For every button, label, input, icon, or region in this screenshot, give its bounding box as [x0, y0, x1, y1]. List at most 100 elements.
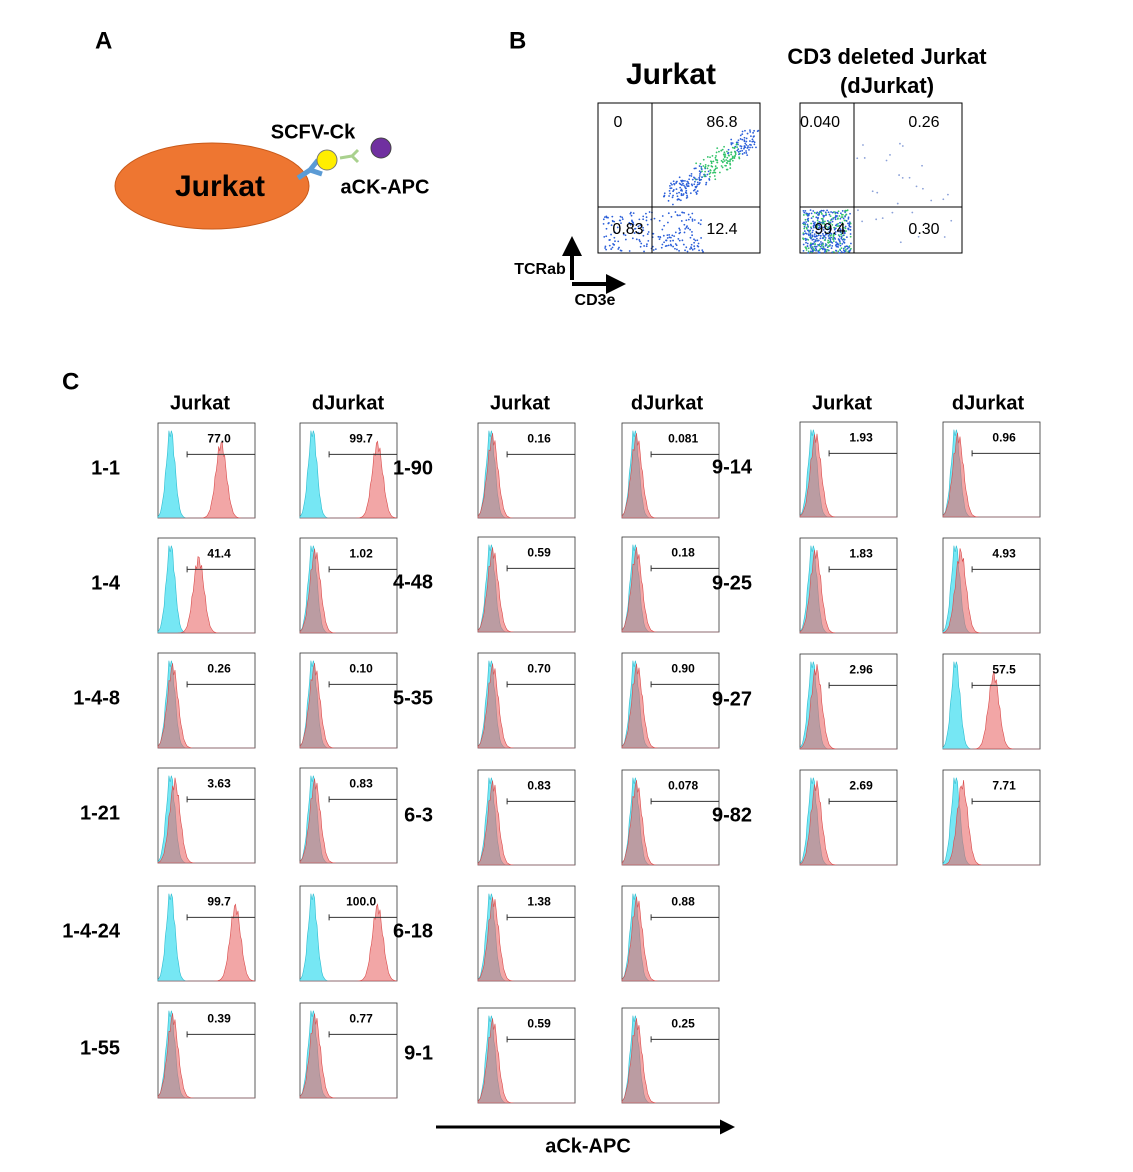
- gate-value: 2.96: [849, 663, 873, 677]
- event-dot: [709, 156, 711, 159]
- event-dot: [675, 182, 677, 185]
- event-dot: [674, 211, 677, 213]
- red-histogram: [157, 777, 255, 864]
- event-dot: [711, 165, 714, 168]
- red-histogram: [299, 663, 397, 749]
- clone-label: 1-55: [80, 1037, 120, 1059]
- gate-value: 99.7: [207, 895, 231, 909]
- event-dot: [930, 199, 933, 202]
- red-histogram: [621, 780, 719, 866]
- clone-label: 1-4: [91, 572, 121, 594]
- event-dot: [840, 216, 843, 219]
- red-histogram: [621, 433, 719, 519]
- event-dot: [621, 216, 624, 219]
- event-dot: [838, 235, 841, 238]
- gate-value: 0.88: [671, 895, 695, 909]
- event-dot: [810, 212, 813, 215]
- y-axis-label: TCRab: [514, 261, 566, 278]
- event-dot: [694, 177, 696, 180]
- event-dot: [607, 216, 609, 219]
- event-dot: [691, 184, 694, 187]
- event-dot: [809, 242, 812, 245]
- event-dot: [838, 238, 841, 241]
- event-dot: [743, 151, 746, 154]
- event-dot: [692, 189, 695, 192]
- event-dot: [637, 225, 640, 228]
- event-dot: [678, 176, 681, 179]
- event-dot: [806, 218, 809, 221]
- red-histogram: [799, 780, 897, 866]
- event-dot: [815, 237, 818, 240]
- event-dot: [685, 183, 688, 186]
- event-dot: [691, 231, 693, 233]
- event-dot: [679, 186, 682, 189]
- red-histogram: [799, 433, 897, 518]
- x-axis-label: CD3e: [575, 292, 616, 309]
- event-dot: [683, 231, 686, 234]
- event-dot: [743, 136, 746, 139]
- event-dot: [680, 220, 683, 222]
- red-histogram: [942, 548, 1040, 634]
- event-dot: [727, 152, 729, 155]
- event-dot: [669, 236, 672, 239]
- event-dot: [813, 235, 816, 238]
- event-dot: [834, 231, 837, 233]
- event-dot: [721, 148, 724, 151]
- event-dot: [660, 246, 663, 249]
- quadrant-value: 0.26: [908, 114, 939, 131]
- event-dot: [731, 159, 734, 162]
- event-dot: [745, 152, 748, 154]
- event-dot: [822, 209, 825, 212]
- event-dot: [672, 190, 674, 193]
- clone-label: 4-48: [393, 571, 433, 593]
- event-dot: [698, 170, 701, 173]
- event-dot: [646, 223, 649, 226]
- event-dot: [745, 140, 748, 143]
- event-dot: [921, 164, 923, 167]
- event-dot: [847, 216, 850, 219]
- event-dot: [736, 146, 739, 148]
- event-dot: [678, 239, 681, 242]
- event-dot: [947, 193, 949, 196]
- event-dot: [828, 213, 831, 216]
- event-dot: [829, 215, 832, 218]
- event-dot: [824, 230, 826, 233]
- event-dot: [632, 223, 635, 226]
- event-dot: [836, 212, 839, 214]
- event-dot: [666, 237, 669, 239]
- event-dot: [818, 244, 820, 247]
- event-dot: [891, 211, 894, 214]
- event-dot: [812, 238, 815, 241]
- event-dot: [693, 183, 696, 186]
- event-dot: [643, 245, 646, 247]
- event-dot: [729, 158, 732, 161]
- event-dot: [749, 140, 751, 142]
- red-histogram: [157, 663, 255, 749]
- event-dot: [668, 236, 671, 239]
- detector-label: aCK-APC: [341, 176, 430, 198]
- event-dot: [670, 215, 673, 218]
- quadrant-value: 12.4: [706, 221, 737, 238]
- event-dot: [839, 212, 842, 215]
- event-dot: [661, 243, 664, 246]
- event-dot: [803, 225, 806, 228]
- red-histogram: [477, 663, 575, 749]
- event-dot: [856, 157, 859, 160]
- event-dot: [812, 220, 814, 223]
- event-dot: [828, 226, 831, 229]
- event-dot: [838, 240, 841, 243]
- event-dot: [674, 247, 676, 250]
- event-dot: [838, 215, 841, 217]
- event-dot: [845, 219, 848, 222]
- event-dot: [734, 153, 737, 156]
- event-dot: [861, 220, 864, 223]
- event-dot: [604, 245, 607, 248]
- event-dot: [731, 146, 734, 149]
- event-dot: [722, 158, 725, 161]
- event-dot: [698, 175, 701, 177]
- event-dot: [669, 240, 672, 242]
- event-dot: [645, 216, 648, 219]
- event-dot: [917, 235, 920, 238]
- antibody-label: SCFV-Ck: [271, 121, 356, 143]
- event-dot: [687, 185, 690, 188]
